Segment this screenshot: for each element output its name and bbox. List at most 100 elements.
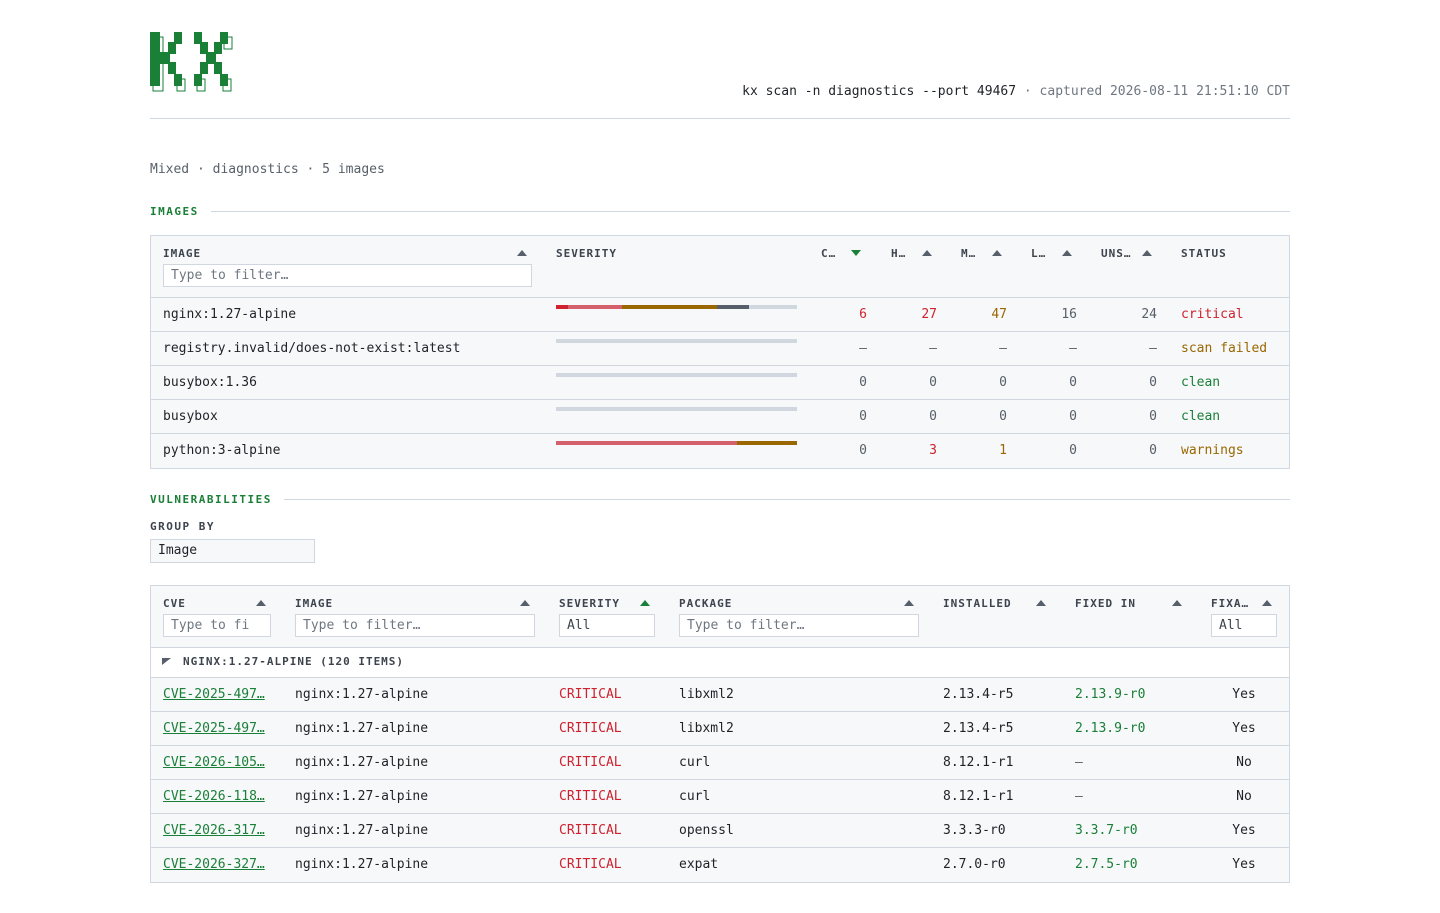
cve-link[interactable]: CVE-2026-317… (163, 823, 265, 838)
sort-asc-icon[interactable] (904, 600, 914, 606)
cve-link[interactable]: CVE-2026-327… (163, 857, 265, 872)
col-low[interactable]: L… (1031, 247, 1047, 260)
fixable-value: Yes (1232, 857, 1256, 872)
cve-link[interactable]: CVE-2026-118… (163, 789, 265, 804)
col-fixable[interactable]: FIXA… (1211, 597, 1250, 610)
sort-asc-icon[interactable] (922, 250, 932, 256)
sort-asc-icon[interactable] (1172, 600, 1182, 606)
image-name: python:3-alpine (163, 443, 281, 458)
image-filter-input[interactable] (163, 264, 532, 287)
sort-asc-icon[interactable] (640, 600, 650, 606)
count-l: 0 (1069, 409, 1077, 424)
fixed-version: 2.7.5-r0 (1075, 857, 1138, 872)
severity-label: CRITICAL (559, 687, 622, 702)
col-status: STATUS (1181, 247, 1227, 260)
count-u: 0 (1149, 409, 1157, 424)
cve-link[interactable]: CVE-2025-497… (163, 721, 265, 736)
image-row[interactable]: nginx:1.27-alpine 6 27 47 16 24 critical (151, 298, 1289, 332)
sort-asc-icon[interactable] (1262, 600, 1272, 606)
sort-desc-icon[interactable] (851, 250, 861, 256)
col-medium[interactable]: M… (961, 247, 977, 260)
severity-bar (556, 305, 797, 309)
sort-asc-icon[interactable] (1062, 250, 1072, 256)
vuln-row[interactable]: CVE-2026-118… nginx:1.27-alpine CRITICAL cu… (151, 780, 1289, 814)
severity-bar (556, 339, 797, 343)
sort-asc-icon[interactable] (992, 250, 1002, 256)
severity-label: CRITICAL (559, 857, 622, 872)
package-name: curl (679, 789, 711, 804)
col-unspecified[interactable]: UNS… (1101, 247, 1132, 260)
vuln-row[interactable]: CVE-2026-317… nginx:1.27-alpine CRITICAL op… (151, 814, 1289, 848)
fixed-version: – (1075, 755, 1083, 770)
group-by-select[interactable]: Image (150, 539, 315, 563)
header-divider (150, 118, 1290, 119)
col-high[interactable]: H… (891, 247, 907, 260)
package-name: openssl (679, 823, 734, 838)
installed-version: 2.7.0-r0 (943, 857, 1006, 872)
fixed-version: – (1075, 789, 1083, 804)
fixable-filter-select[interactable]: All (1211, 614, 1277, 637)
severity-bar-critical (556, 305, 569, 309)
severity-label: CRITICAL (559, 789, 622, 804)
package-name: curl (679, 755, 711, 770)
severity-bar (556, 441, 797, 445)
cve-link[interactable]: CVE-2026-105… (163, 755, 265, 770)
count-u: – (1149, 341, 1157, 356)
sort-asc-icon[interactable] (1142, 250, 1152, 256)
col-image[interactable]: IMAGE (295, 597, 334, 610)
count-l: 0 (1069, 443, 1077, 458)
vuln-image-filter-input[interactable] (295, 614, 535, 637)
count-c: – (859, 341, 867, 356)
severity-bar (556, 407, 797, 411)
col-severity[interactable]: SEVERITY (559, 597, 620, 610)
fixable-value: Yes (1232, 721, 1256, 736)
sort-asc-icon[interactable] (520, 600, 530, 606)
group-by-label: GROUP BY (150, 520, 215, 533)
col-package[interactable]: PACKAGE (679, 597, 733, 610)
count-h: 3 (929, 443, 937, 458)
col-image[interactable]: IMAGE (163, 247, 202, 260)
command-text: kx scan -n diagnostics --port 49467 (742, 84, 1017, 99)
severity-filter-select[interactable]: All (559, 614, 655, 637)
col-cve[interactable]: CVE (163, 597, 186, 610)
vuln-row[interactable]: CVE-2025-497… nginx:1.27-alpine CRITICAL li… (151, 712, 1289, 746)
section-divider (283, 499, 1290, 500)
count-u: 0 (1149, 443, 1157, 458)
col-critical[interactable]: C… (821, 247, 837, 260)
package-name: libxml2 (679, 721, 734, 736)
severity-label: CRITICAL (559, 721, 622, 736)
count-m: 0 (999, 409, 1007, 424)
image-row[interactable]: python:3-alpine 0 3 1 0 0 warnings (151, 434, 1289, 468)
cve-filter-input[interactable] (163, 614, 271, 637)
vuln-row[interactable]: CVE-2026-105… nginx:1.27-alpine CRITICAL cu… (151, 746, 1289, 780)
sort-asc-icon[interactable] (256, 600, 266, 606)
vulns-table-body: CVE-2025-497… nginx:1.27-alpine CRITICAL li… (151, 678, 1289, 882)
vulns-table: CVE IMAGE SEVERITY All PACKAGE INSTALLED… (150, 585, 1290, 883)
group-header-row[interactable]: NGINX:1.27-ALPINE (120 ITEMS) (151, 648, 1289, 678)
sort-asc-icon[interactable] (517, 250, 527, 256)
status-label: clean (1181, 375, 1221, 390)
col-severity: SEVERITY (556, 247, 617, 260)
col-fixed-in[interactable]: FIXED IN (1075, 597, 1136, 610)
images-section-header: IMAGES (150, 205, 1290, 218)
count-c: 0 (859, 409, 867, 424)
image-row[interactable]: registry.invalid/does-not-exist:latest – –… (151, 332, 1289, 366)
severity-bar-medium (622, 305, 717, 309)
cve-link[interactable]: CVE-2025-497… (163, 687, 265, 702)
image-row[interactable]: busybox:1.36 0 0 0 0 0 clean (151, 366, 1289, 400)
image-name: registry.invalid/does-not-exist:latest (163, 341, 461, 356)
sort-asc-icon[interactable] (1036, 600, 1046, 606)
vuln-row[interactable]: CVE-2025-497… nginx:1.27-alpine CRITICAL li… (151, 678, 1289, 712)
collapse-triangle-icon[interactable] (162, 658, 171, 665)
installed-version: 8.12.1-r1 (943, 789, 1014, 804)
vulns-section-header: VULNERABILITIES (150, 493, 1290, 506)
vuln-row[interactable]: CVE-2026-327… nginx:1.27-alpine CRITICAL ex… (151, 848, 1289, 882)
count-u: 24 (1141, 307, 1157, 322)
count-c: 0 (859, 375, 867, 390)
installed-version: 2.13.4-r5 (943, 687, 1014, 702)
col-installed[interactable]: INSTALLED (943, 597, 1012, 610)
package-filter-input[interactable] (679, 614, 919, 637)
image-row[interactable]: busybox 0 0 0 0 0 clean (151, 400, 1289, 434)
fixed-version: 2.13.9-r0 (1075, 721, 1146, 736)
package-name: libxml2 (679, 687, 734, 702)
